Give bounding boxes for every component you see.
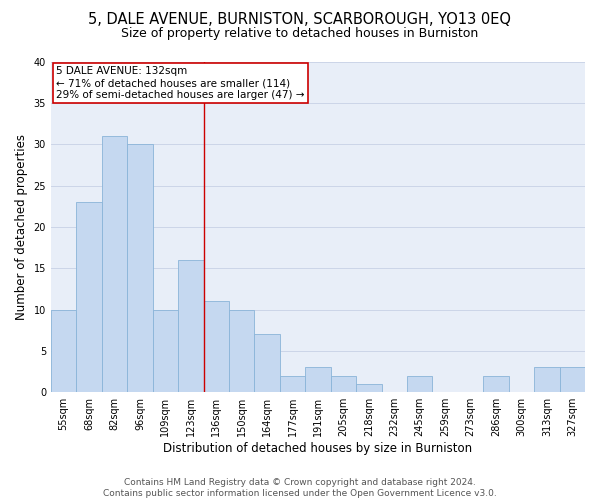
Bar — [560, 368, 585, 392]
Y-axis label: Number of detached properties: Number of detached properties — [15, 134, 28, 320]
Text: Contains HM Land Registry data © Crown copyright and database right 2024.
Contai: Contains HM Land Registry data © Crown c… — [103, 478, 497, 498]
Bar — [51, 310, 76, 392]
Text: 5 DALE AVENUE: 132sqm
← 71% of detached houses are smaller (114)
29% of semi-det: 5 DALE AVENUE: 132sqm ← 71% of detached … — [56, 66, 305, 100]
Bar — [76, 202, 102, 392]
Bar — [534, 368, 560, 392]
Bar — [483, 376, 509, 392]
Bar — [229, 310, 254, 392]
Bar — [254, 334, 280, 392]
Bar — [407, 376, 433, 392]
Bar — [178, 260, 203, 392]
Bar — [356, 384, 382, 392]
Bar — [280, 376, 305, 392]
Bar — [203, 302, 229, 392]
Bar — [102, 136, 127, 392]
Bar — [127, 144, 152, 392]
Text: 5, DALE AVENUE, BURNISTON, SCARBOROUGH, YO13 0EQ: 5, DALE AVENUE, BURNISTON, SCARBOROUGH, … — [89, 12, 511, 28]
Text: Size of property relative to detached houses in Burniston: Size of property relative to detached ho… — [121, 28, 479, 40]
Bar — [331, 376, 356, 392]
Bar — [305, 368, 331, 392]
X-axis label: Distribution of detached houses by size in Burniston: Distribution of detached houses by size … — [163, 442, 473, 455]
Bar — [152, 310, 178, 392]
